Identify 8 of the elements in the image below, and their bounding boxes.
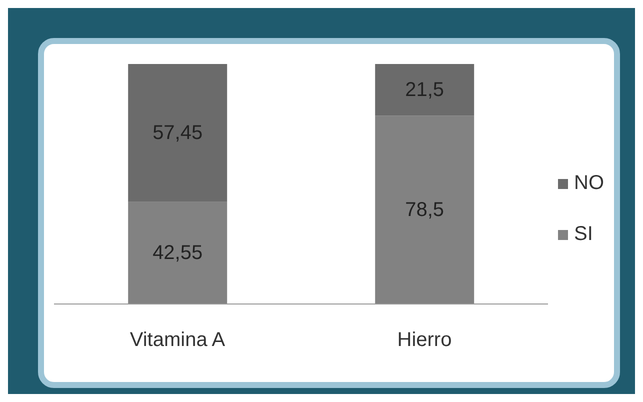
legend-label: NO [574,172,604,195]
data-label: 21,5 [405,78,444,101]
legend-label: SI [574,223,593,246]
data-label: 78,5 [405,198,444,221]
x-tick-label: Vitamina A [130,329,226,352]
data-label: 42,55 [152,242,203,264]
data-label: 57,45 [152,122,203,144]
x-tick-label: Hierro [397,329,452,352]
